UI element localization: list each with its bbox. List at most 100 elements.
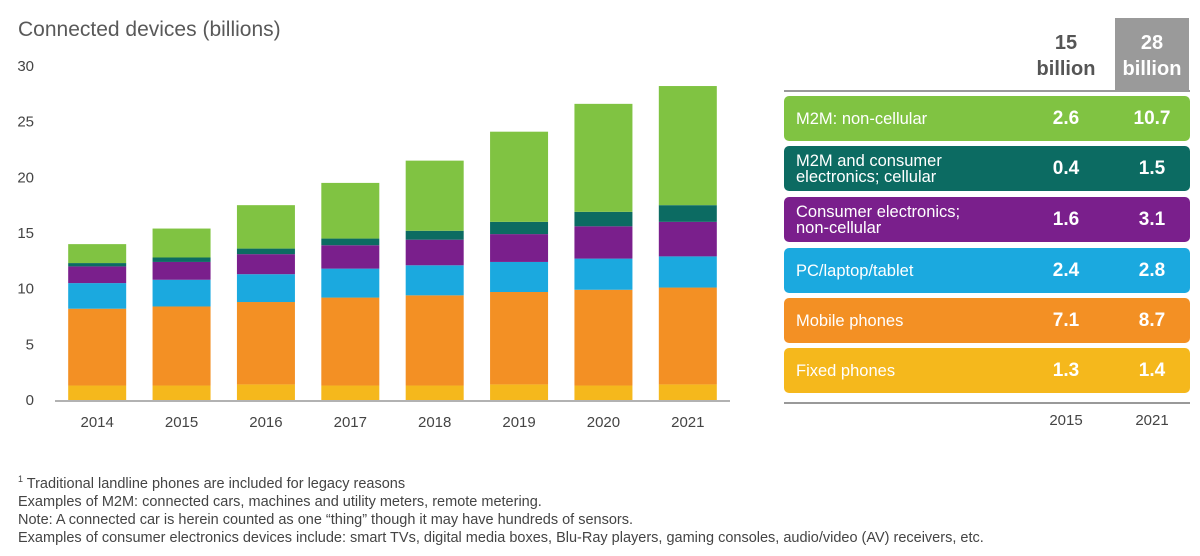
x-tick-label: 2020 (587, 414, 620, 431)
bar-segment (658, 221, 717, 257)
bar-segment (574, 103, 633, 212)
row-value-2015: 7.1 (1052, 309, 1080, 331)
x-tick-label: 2016 (249, 414, 282, 431)
row-label-line1: M2M and consumer (796, 151, 942, 170)
row-label: Fixed phones (796, 361, 896, 380)
bar-segment (490, 131, 549, 222)
bar-segment (236, 302, 295, 385)
header-divider (784, 90, 1190, 92)
bar-segment (68, 266, 127, 284)
x-tick-label: 2014 (81, 414, 114, 431)
row-m2m-non-cellular: M2M: non-cellular 2.6 10.7 (784, 96, 1190, 141)
bar-segment (236, 205, 295, 249)
stacked-bar-chart: 0 5 10 15 20 25 30 2014 2015 2016 2017 2018 2019 2020… (17, 58, 730, 431)
footnote-connected-car: Note: A connected car is herein counted … (18, 511, 634, 528)
total-2021-header: 28 billion (1115, 18, 1189, 90)
bar-segment (658, 287, 717, 385)
total-2021-unit: billion (1122, 58, 1182, 80)
row-value-2021: 2.8 (1138, 259, 1166, 281)
row-value-2015: 1.3 (1052, 359, 1080, 381)
bar-segment (574, 385, 633, 400)
bar-segment (152, 385, 211, 400)
row-value-2021: 1.4 (1138, 359, 1166, 381)
y-tick-label: 10 (17, 281, 34, 298)
bar-segment (574, 211, 633, 227)
y-tick-label: 20 (17, 169, 34, 186)
bar-segment (490, 221, 549, 235)
y-tick-label: 25 (17, 114, 34, 131)
bar-segment (236, 274, 295, 303)
summary-panel: 15 billion 28 billion M2M: non-cellular … (784, 0, 1190, 440)
row-label: PC/laptop/tablet (796, 261, 914, 280)
bar-segment (68, 263, 127, 267)
bar-segment (68, 308, 127, 386)
bar-segment (658, 256, 717, 288)
row-value-2015: 1.6 (1052, 208, 1080, 230)
total-2015-unit: billion (1036, 58, 1096, 80)
row-value-2015: 2.4 (1052, 259, 1080, 281)
bar-segment (236, 248, 295, 255)
bar-segment (405, 239, 464, 266)
y-tick-label: 0 (26, 392, 34, 409)
y-tick-label: 30 (17, 58, 34, 75)
x-tick-label: 2018 (418, 414, 451, 431)
chart-title: Connected devices (billions) (18, 18, 281, 41)
x-tick-label: 2021 (671, 414, 704, 431)
footnote-m2m-examples: Examples of M2M: connected cars, machine… (18, 493, 542, 510)
total-2015-value: 15 (1054, 32, 1078, 54)
bar-segment (321, 297, 380, 386)
bar-segment (574, 258, 633, 290)
row-label-line2: non-cellular (796, 218, 882, 237)
row-value-2021: 8.7 (1138, 309, 1166, 331)
bar-segment (321, 238, 380, 246)
row-label-line1: Consumer electronics; (796, 202, 961, 221)
bar-segment (405, 160, 464, 231)
bar-segment (152, 306, 211, 386)
bar-segment (321, 385, 380, 400)
row-label-line2: electronics; cellular (796, 167, 937, 186)
row-value-2021: 3.1 (1138, 208, 1166, 230)
bar-segment (490, 384, 549, 400)
row-mobile-phones: Mobile phones 7.1 8.7 (784, 298, 1190, 343)
bar-segment (321, 268, 380, 298)
footnote-1: 1 Traditional landline phones are includ… (18, 474, 406, 492)
row-label: M2M: non-cellular (796, 109, 928, 128)
x-tick-label: 2019 (502, 414, 535, 431)
bar-segment (152, 228, 211, 258)
bar-segment (152, 279, 211, 307)
y-tick-label: 5 (26, 336, 34, 353)
bar-segment (321, 245, 380, 269)
total-2015-header: 15 billion (1031, 30, 1101, 82)
footnotes: 1 Traditional landline phones are includ… (18, 470, 984, 547)
bar-segment (405, 385, 464, 400)
row-value-2015: 2.6 (1052, 107, 1080, 129)
row-label: Mobile phones (796, 311, 904, 330)
panel-year-2015: 2015 (1049, 412, 1083, 429)
bar-segment (236, 254, 295, 275)
bar-segment (68, 244, 127, 264)
bar-segment (658, 384, 717, 400)
row-pc-laptop-tablet: PC/laptop/tablet 2.4 2.8 (784, 248, 1190, 293)
bar-segment (658, 205, 717, 222)
bar-segment (152, 257, 211, 262)
bar-segment (68, 283, 127, 309)
row-value-2021: 1.5 (1138, 157, 1166, 179)
row-consumer-electronics: Consumer electronics; non-cellular 1.6 3… (784, 197, 1190, 242)
y-tick-label: 15 (17, 225, 34, 242)
panel-baseline (784, 402, 1190, 404)
bar-segment (490, 261, 549, 293)
bar-segment (658, 86, 717, 206)
bar-segment (405, 295, 464, 386)
bar-segment (152, 261, 211, 280)
bar-segment (405, 265, 464, 296)
x-tick-label: 2017 (334, 414, 367, 431)
bar-segment (321, 182, 380, 239)
bar-segment (574, 289, 633, 386)
bar-segment (236, 384, 295, 400)
row-m2m-cellular: M2M and consumer electronics; cellular 0… (784, 146, 1190, 191)
bar-segment (68, 385, 127, 400)
row-value-2015: 0.4 (1052, 157, 1080, 179)
bar-segment (490, 292, 549, 385)
total-2021-value: 28 (1140, 32, 1164, 54)
bar-segment (574, 226, 633, 259)
